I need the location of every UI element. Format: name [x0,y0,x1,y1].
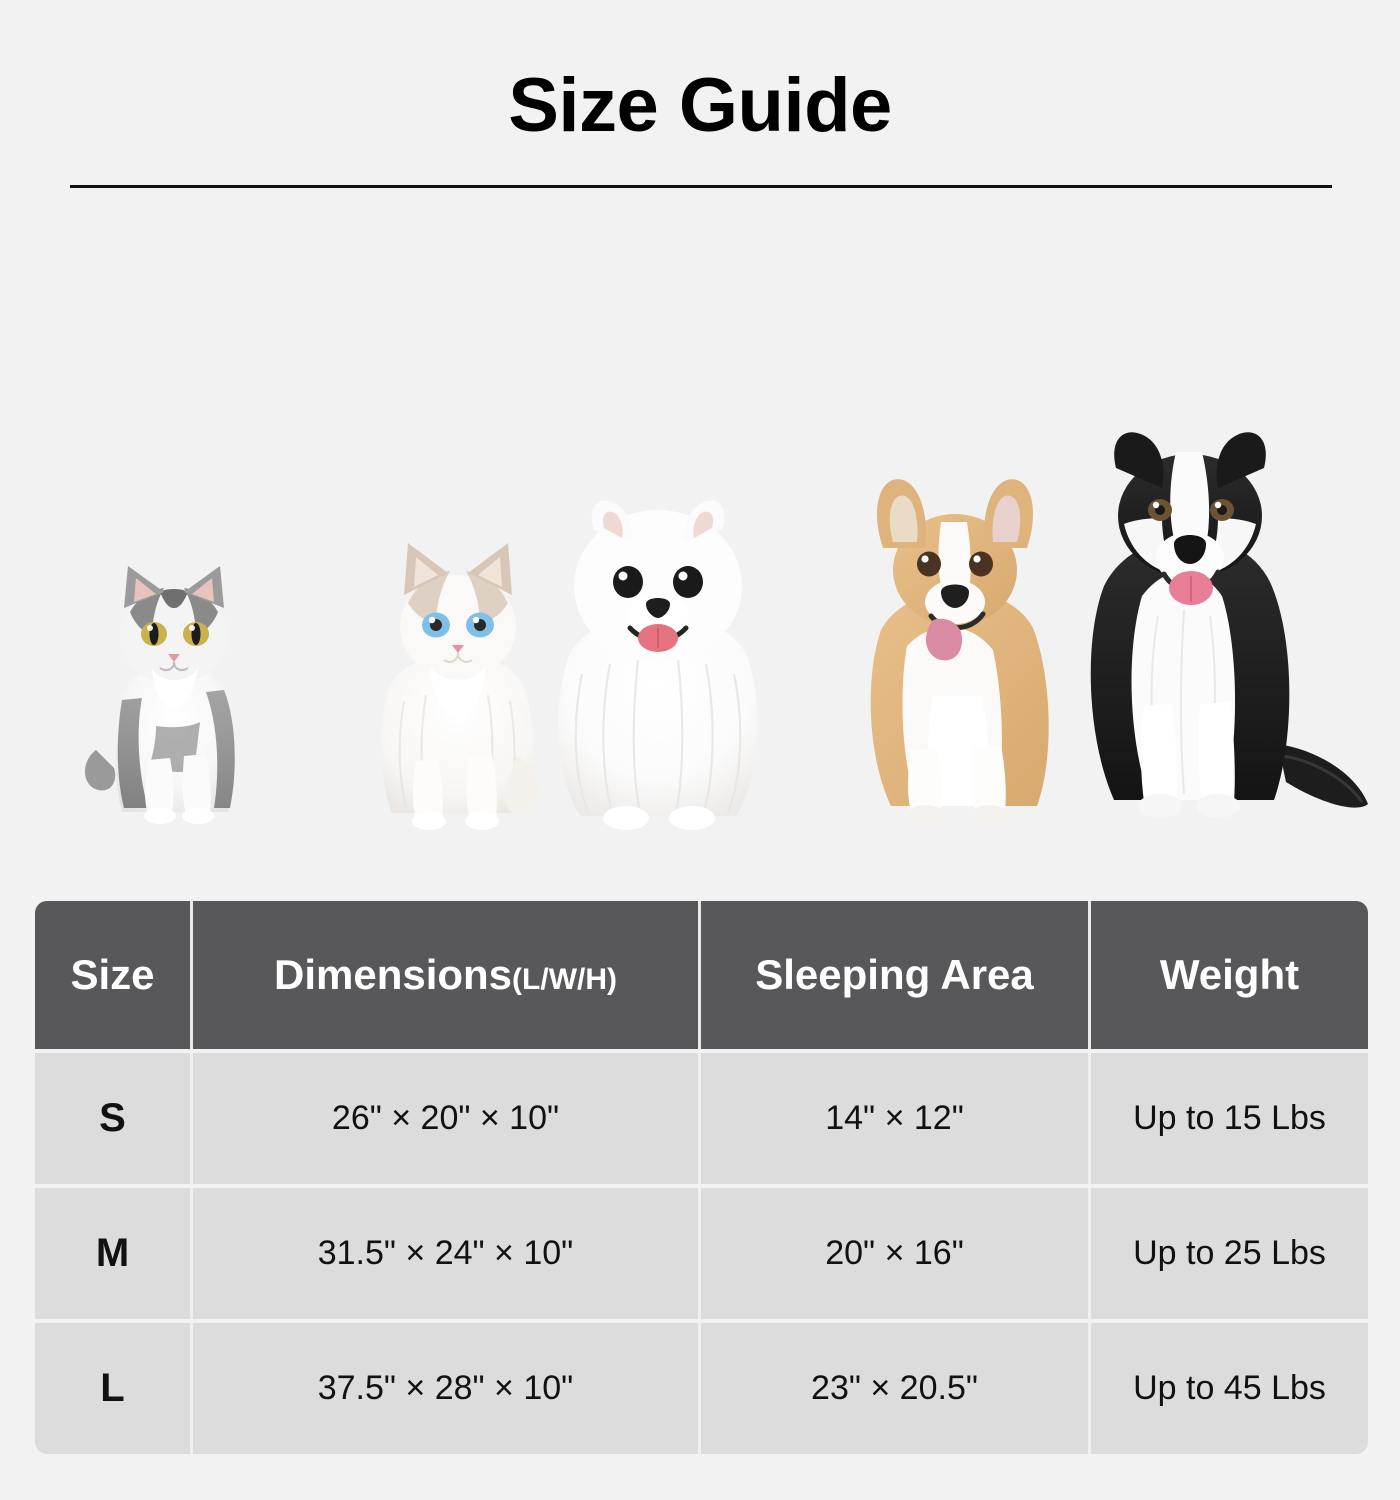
tabby-cat-photo [78,550,268,840]
cell-sleeping-area: 23" × 20.5" [701,1323,1091,1454]
cell-size: S [35,1053,193,1184]
column-header-dimensions: Dimensions(L/W/H) [193,901,701,1049]
cell-weight: Up to 25 Lbs [1091,1188,1368,1319]
title-divider [70,185,1332,188]
page-title: Size Guide [508,63,892,148]
column-header-weight: Weight [1091,901,1368,1049]
cell-dimensions: 37.5" × 28" × 10" [193,1323,701,1454]
cell-sleeping-area: 14" × 12" [701,1053,1091,1184]
table-row: S 26" × 20" × 10" 14" × 12" Up to 15 Lbs [35,1053,1368,1184]
column-header-dimensions-sub: (L/W/H) [512,963,618,996]
pomeranian-dog-photo [552,478,764,840]
table-row: L 37.5" × 28" × 10" 23" × 20.5" Up to 45… [35,1323,1368,1454]
table-header-row: Size Dimensions(L/W/H) Sleeping Area Wei… [35,901,1368,1049]
table-header: Size Dimensions(L/W/H) Sleeping Area Wei… [35,901,1368,1049]
title-block: Size Guide [0,0,1400,200]
cell-sleeping-area: 20" × 16" [701,1188,1091,1319]
cell-weight: Up to 15 Lbs [1091,1053,1368,1184]
ragdoll-cat-photo [368,525,548,840]
column-header-size: Size [35,901,193,1049]
corgi-dog-photo [845,460,1065,842]
animal-showcase: S M L [0,210,1400,1034]
cell-weight: Up to 45 Lbs [1091,1323,1368,1454]
column-header-dimensions-label: Dimensions [273,951,513,998]
table-row: M 31.5" × 24" × 10" 20" × 16" Up to 25 L… [35,1188,1368,1319]
size-guide-table: Size Dimensions(L/W/H) Sleeping Area Wei… [35,897,1368,1458]
cell-dimensions: 31.5" × 24" × 10" [193,1188,701,1319]
column-header-weight-label: Weight [1159,951,1300,998]
cell-size: L [35,1323,193,1454]
border-collie-dog-photo [1070,406,1370,844]
column-header-size-label: Size [70,951,155,998]
column-header-sleeping-area: Sleeping Area [701,901,1091,1049]
table-body: S 26" × 20" × 10" 14" × 12" Up to 15 Lbs… [35,1053,1368,1454]
cell-dimensions: 26" × 20" × 10" [193,1053,701,1184]
column-header-sleeping-area-label: Sleeping Area [755,951,1034,998]
cell-size: M [35,1188,193,1319]
